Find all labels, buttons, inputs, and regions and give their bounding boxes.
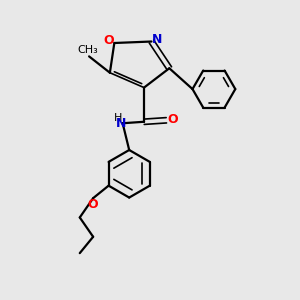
Text: N: N (152, 33, 162, 46)
Text: H: H (114, 113, 122, 123)
Text: CH₃: CH₃ (77, 45, 98, 55)
Text: O: O (168, 113, 178, 126)
Text: O: O (104, 34, 114, 47)
Text: N: N (116, 117, 126, 130)
Text: O: O (87, 198, 98, 211)
